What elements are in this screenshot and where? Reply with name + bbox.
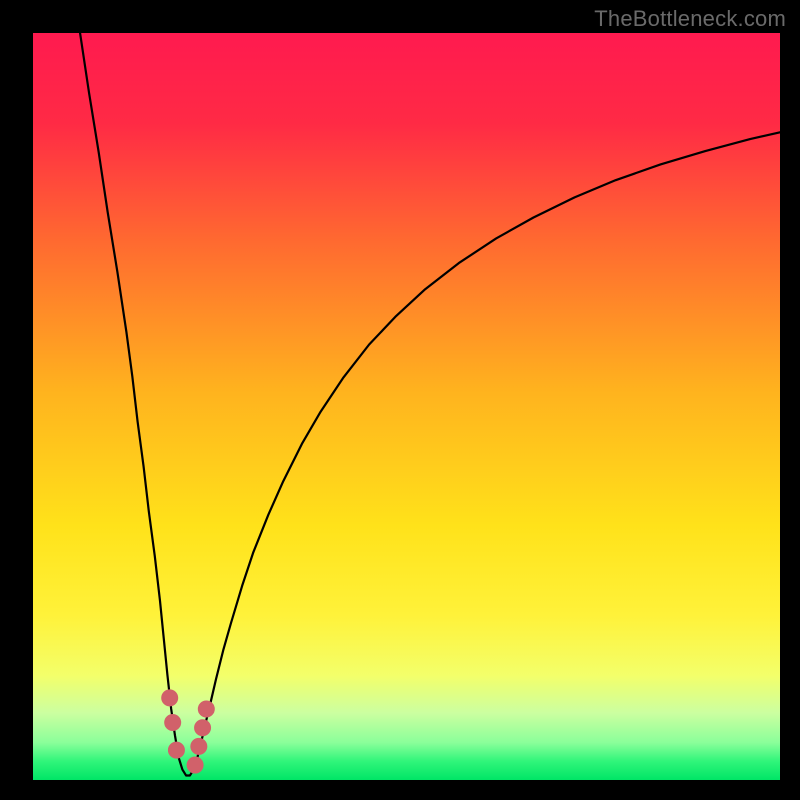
plot-background [33, 33, 780, 780]
marker-dot [165, 714, 181, 730]
marker-dot [195, 720, 211, 736]
watermark: TheBottleneck.com [594, 6, 786, 32]
bottleneck-chart [0, 0, 800, 800]
marker-dot [162, 690, 178, 706]
marker-dot [198, 701, 214, 717]
marker-dot [168, 742, 184, 758]
marker-dot [191, 738, 207, 754]
marker-dot [187, 757, 203, 773]
